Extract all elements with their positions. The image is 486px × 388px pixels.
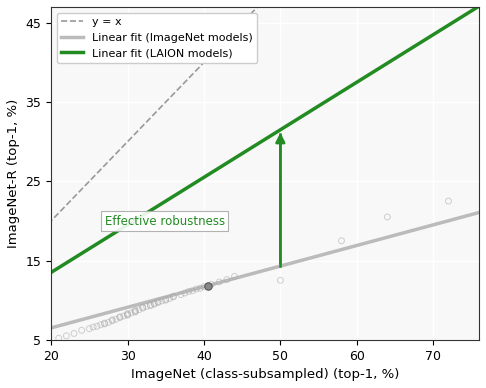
Point (238, 131, 246, 137)
Point (147, 302, 155, 308)
Point (70, 330, 78, 336)
Point (204, 283, 211, 289)
Point (116, 315, 124, 321)
Point (231, 273, 239, 279)
Point (104, 319, 112, 326)
Point (147, 303, 155, 309)
Point (277, 277, 284, 284)
Point (200, 170, 208, 177)
Point (215, 279, 223, 285)
Point (143, 303, 151, 310)
Y-axis label: ImageNet-R (top-1, %): ImageNet-R (top-1, %) (7, 99, 20, 248)
Point (223, 147, 231, 153)
Point (150, 300, 158, 307)
Point (211, 158, 219, 165)
Point (445, 198, 452, 204)
Point (181, 190, 189, 196)
Point (97, 322, 104, 328)
Point (189, 178, 196, 184)
Point (204, 166, 211, 173)
Point (101, 320, 108, 326)
Point (170, 198, 177, 204)
Point (108, 317, 116, 323)
Point (131, 307, 139, 314)
Point (246, 123, 254, 129)
Point (63, 333, 70, 339)
Point (181, 290, 189, 296)
Point (223, 276, 231, 282)
Point (208, 162, 215, 168)
Point (219, 151, 227, 157)
Point (196, 174, 204, 180)
X-axis label: ImageNet (class-subsampled) (top-1, %): ImageNet (class-subsampled) (top-1, %) (131, 368, 399, 381)
Point (208, 281, 215, 288)
Point (196, 170, 204, 177)
Point (89, 324, 97, 330)
Point (200, 284, 208, 290)
Point (204, 283, 211, 289)
Point (112, 316, 120, 322)
Point (170, 294, 177, 300)
Point (231, 139, 239, 145)
Point (93, 323, 101, 329)
Point (234, 135, 242, 141)
Point (123, 312, 131, 318)
Point (192, 286, 200, 292)
Point (192, 180, 200, 186)
Point (185, 288, 192, 294)
Point (170, 293, 177, 299)
Point (166, 296, 174, 302)
Point (154, 300, 162, 306)
Point (101, 321, 108, 327)
Legend: y = x, Linear fit (ImageNet models), Linear fit (LAION models): y = x, Linear fit (ImageNet models), Lin… (57, 12, 258, 63)
Point (204, 162, 211, 168)
Point (227, 142, 235, 149)
Point (162, 296, 170, 303)
Point (131, 309, 139, 315)
Point (200, 166, 208, 173)
Point (338, 237, 346, 244)
Point (108, 318, 116, 324)
Point (162, 297, 170, 303)
Point (154, 299, 162, 305)
Point (123, 311, 131, 317)
Point (215, 154, 223, 161)
Point (86, 326, 93, 332)
Point (166, 202, 174, 208)
Point (383, 214, 391, 220)
Text: Effective robustness: Effective robustness (104, 215, 225, 228)
Point (189, 182, 196, 188)
Point (120, 313, 128, 319)
Point (208, 158, 215, 165)
Point (189, 288, 196, 294)
Point (185, 186, 192, 192)
Point (150, 301, 158, 307)
Point (177, 190, 185, 196)
Point (123, 310, 131, 317)
Point (196, 285, 204, 291)
Point (131, 308, 139, 314)
Point (116, 314, 124, 320)
Point (192, 174, 200, 180)
Point (254, 115, 261, 121)
Point (139, 305, 147, 311)
Point (177, 291, 185, 298)
Point (135, 307, 143, 313)
Point (139, 304, 147, 310)
Point (215, 151, 223, 157)
Point (158, 298, 166, 304)
Point (127, 310, 135, 316)
Point (78, 327, 86, 333)
Point (55, 335, 63, 341)
